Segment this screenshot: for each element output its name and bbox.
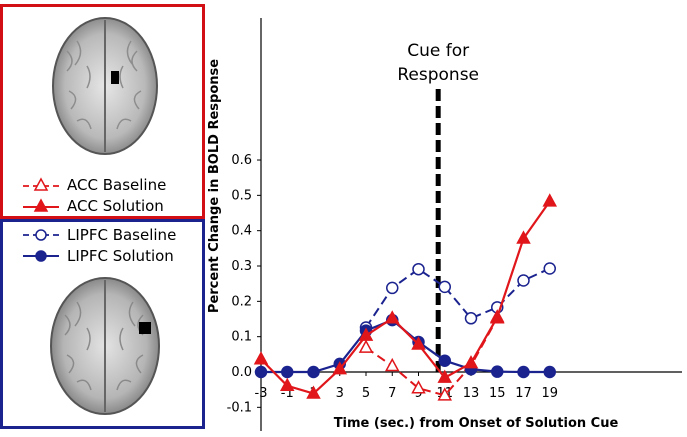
data-point-lipfc-solution [254, 365, 268, 379]
acc-baseline-legend-marker [23, 177, 59, 191]
series-acc-solution [253, 193, 558, 399]
data-point-acc-solution [358, 327, 374, 341]
y-tick-label: -0.1 [227, 400, 252, 415]
x-tick-label: 7 [388, 386, 396, 401]
data-point-acc-solution [279, 377, 295, 392]
legend-item-acc-baseline: ACC Baseline [21, 175, 166, 195]
y-tick-label: 0.1 [231, 330, 252, 345]
data-point-acc-solution [489, 309, 505, 323]
x-tick-label: -3 [255, 386, 268, 401]
x-tick-group: -3-1135791113151719 [255, 372, 558, 401]
data-point-acc-solution [463, 355, 479, 369]
data-point-acc-solution [411, 336, 426, 350]
lipfc-baseline-legend-marker [23, 229, 59, 241]
data-point-lipfc-baseline [438, 280, 451, 294]
brain-image-lipfc [50, 277, 160, 415]
y-tick-label: 0.0 [231, 365, 252, 380]
data-point-acc-solution [332, 361, 348, 375]
bold-response-chart: -0.10.00.10.20.30.40.50.6 -3-11357911131… [207, 18, 682, 431]
data-point-lipfc-solution [307, 365, 320, 379]
y-tick-label: 0.5 [231, 188, 252, 203]
legend-item-lipfc-solution: LIPFC Solution [21, 246, 174, 266]
lipfc-legend-panel: LIPFC Baseline LIPFC Solution [0, 219, 205, 429]
data-point-acc-baseline [358, 339, 374, 353]
series-lipfc-baseline [359, 262, 556, 334]
y-axis-title: Percent Change in BOLD Response [207, 59, 222, 313]
acc-legend-panel: ACC Baseline ACC Solution [0, 4, 205, 219]
brain-image-acc [52, 17, 158, 155]
y-tick-label: 0.2 [231, 294, 252, 309]
data-point-lipfc-solution [438, 354, 451, 367]
legend-label-acc-solution: ACC Solution [67, 197, 164, 215]
data-point-acc-baseline [437, 387, 453, 401]
data-point-lipfc-baseline [412, 262, 425, 276]
series-line-lipfc-solution [261, 318, 550, 374]
x-tick-label: 5 [362, 386, 370, 401]
data-point-acc-baseline [384, 357, 400, 372]
legend-item-lipfc-baseline: LIPFC Baseline [21, 225, 176, 245]
data-point-lipfc-baseline [464, 312, 478, 325]
data-point-lipfc-baseline [543, 262, 556, 275]
data-point-lipfc-solution [281, 365, 294, 379]
y-tick-label: 0.3 [231, 259, 252, 274]
y-tick-label: 0.6 [231, 153, 252, 168]
series-line-lipfc-baseline [365, 267, 551, 329]
series-lipfc-solution [254, 313, 556, 379]
series-layer [253, 193, 558, 401]
legend-label-lipfc-baseline: LIPFC Baseline [67, 226, 177, 244]
data-point-lipfc-solution [491, 365, 504, 378]
legend-label-lipfc-solution: LIPFC Solution [67, 247, 174, 265]
cue-annotation-line1: Cue for [407, 41, 469, 61]
x-tick-label: 17 [515, 386, 532, 401]
data-point-acc-solution [306, 385, 321, 399]
series-line-acc-baseline [365, 317, 499, 397]
lipfc-solution-legend-marker [23, 250, 59, 262]
data-point-lipfc-baseline [517, 274, 530, 287]
data-point-lipfc-solution [543, 365, 556, 379]
x-tick-label: 19 [541, 386, 558, 401]
data-point-lipfc-baseline [386, 281, 399, 295]
data-point-acc-solution [437, 369, 453, 383]
data-point-acc-solution [516, 230, 531, 244]
legend-item-acc-solution: ACC Solution [21, 196, 164, 216]
data-point-acc-baseline [411, 380, 426, 394]
x-axis-title: Time (sec.) from Onset of Solution Cue [334, 416, 619, 431]
data-point-acc-solution [253, 351, 269, 365]
legend-label-acc-baseline: ACC Baseline [67, 176, 167, 194]
x-tick-label: 13 [463, 386, 480, 401]
x-tick-label: 3 [336, 386, 344, 401]
cue-annotation-line2: Response [397, 65, 479, 85]
series-line-acc-solution [260, 200, 551, 395]
x-tick-label: 15 [489, 386, 506, 401]
data-point-lipfc-solution [517, 365, 530, 379]
data-point-acc-solution [542, 193, 558, 207]
acc-solution-legend-marker [23, 198, 59, 212]
y-tick-label: 0.4 [231, 224, 252, 239]
y-tick-group: -0.1 0.0 0.1 0.2 0.3 0.4 0.5 0.6 [227, 153, 261, 415]
data-point-acc-solution [384, 310, 400, 324]
